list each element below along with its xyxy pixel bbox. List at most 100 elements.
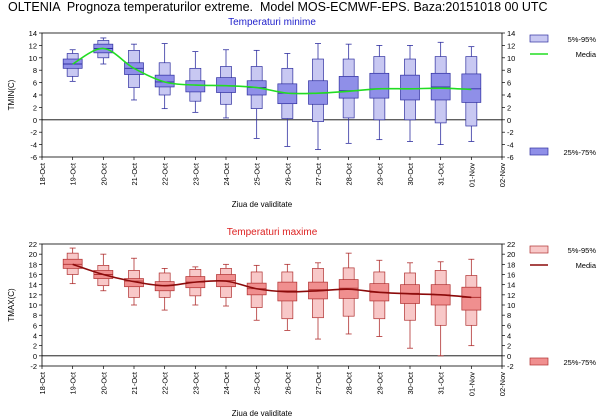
legend-swatch-5-95 <box>529 34 549 43</box>
box-22-Oct <box>154 43 175 110</box>
x-tick-label: 29-Oct <box>375 371 384 394</box>
x-axis-label: Ziua de validitate <box>232 200 293 209</box>
y-tick-label-left: 14 <box>29 281 37 290</box>
legend-swatch-25-75 <box>529 147 549 156</box>
legend-label-5-95: 5%-95% <box>568 35 597 44</box>
legend-label-25-75: 25%-75% <box>563 358 596 367</box>
y-tick-label-right: 10 <box>507 54 515 63</box>
box-30-Oct <box>400 45 420 142</box>
box-28-Oct <box>338 252 359 335</box>
x-tick-label: 01-Nov <box>467 372 476 396</box>
x-tick-label: 29-Oct <box>375 162 384 185</box>
y-tick-label-left: -4 <box>30 141 37 150</box>
y-tick-label-left: 12 <box>29 41 37 50</box>
main-title: OLTENIA Prognoza temperaturilor extreme.… <box>8 0 548 14</box>
y-tick-label-right: 20 <box>507 250 515 259</box>
x-tick-label: 24-Oct <box>222 371 231 394</box>
y-tick-label-right: -4 <box>507 141 514 150</box>
legend-swatch-5-95 <box>529 245 549 254</box>
box-24-Oct <box>216 263 236 307</box>
y-tick-label-right: 18 <box>507 260 515 269</box>
x-tick-label: 19-Oct <box>69 371 78 394</box>
y-tick-label-left: 0 <box>33 352 37 361</box>
x-tick-label: 30-Oct <box>406 371 415 394</box>
chart-title: Temperaturi maxime <box>227 227 318 238</box>
box-29-Oct <box>369 45 390 141</box>
y-tick-label-right: 22 <box>507 240 515 249</box>
x-tick-label: 27-Oct <box>314 371 323 394</box>
y-tick-label-right: 6 <box>507 79 511 88</box>
x-tick-label: 21-Oct <box>130 371 139 394</box>
x-axis-label: Ziua de validitate <box>232 409 293 418</box>
box-inner-25-75 <box>62 258 83 269</box>
y-tick-label-right: 6 <box>507 321 511 330</box>
y-tick-label-right: -2 <box>507 128 514 137</box>
x-tick-label: 28-Oct <box>345 371 354 394</box>
box-inner-25-75 <box>154 74 175 88</box>
x-tick-label: 25-Oct <box>253 162 262 185</box>
x-tick-label: 27-Oct <box>314 162 323 185</box>
y-tick-label-left: -2 <box>30 362 37 371</box>
y-tick-label-left: 20 <box>29 250 37 259</box>
x-tick-label: 20-Oct <box>99 162 108 185</box>
x-tick-label: 22-Oct <box>161 162 170 185</box>
box-26-Oct <box>277 53 298 147</box>
box-01-Nov <box>461 46 482 142</box>
y-tick-label-left: 8 <box>33 311 37 320</box>
y-tick-label-left: 0 <box>33 116 37 125</box>
y-tick-label-left: -2 <box>30 128 37 137</box>
x-tick-label: 18-Oct <box>38 162 47 185</box>
box-inner-25-75 <box>461 286 482 311</box>
chart-title: Temperaturi minime <box>228 17 316 28</box>
x-tick-label: 21-Oct <box>130 162 139 185</box>
box-27-Oct <box>308 262 328 340</box>
y-tick-label-right: -6 <box>507 153 514 162</box>
y-tick-label-right: 0 <box>507 116 511 125</box>
x-tick-label: 01-Nov <box>467 163 476 187</box>
y-tick-label-left: 4 <box>33 91 37 100</box>
y-tick-label-right: -2 <box>507 362 514 371</box>
x-tick-label: 28-Oct <box>345 162 354 185</box>
box-28-Oct <box>338 43 359 144</box>
y-tick-label-right: 14 <box>507 281 515 290</box>
box-25-Oct <box>246 264 267 321</box>
box-23-Oct <box>185 51 206 113</box>
legend-label-mean: Media <box>576 261 597 270</box>
box-inner-25-75 <box>369 72 390 99</box>
box-26-Oct <box>277 263 298 331</box>
x-tick-label: 22-Oct <box>161 371 170 394</box>
y-tick-label-right: 2 <box>507 103 511 112</box>
x-tick-label: 02-Nov <box>498 163 507 187</box>
box-22-Oct <box>154 267 175 311</box>
y-tick-label-right: 12 <box>507 291 515 300</box>
y-tick-label-left: 6 <box>33 79 37 88</box>
x-tick-label: 20-Oct <box>99 371 108 394</box>
mean-line <box>72 47 472 95</box>
y-tick-label-left: 10 <box>29 54 37 63</box>
y-axis-label: TMIN(C) <box>7 79 16 110</box>
x-tick-label: 23-Oct <box>191 162 200 185</box>
box-01-Nov <box>461 258 482 347</box>
legend-label-25-75: 25%-75% <box>563 148 596 157</box>
box-30-Oct <box>400 262 420 349</box>
box-inner-25-75 <box>185 80 206 93</box>
box-24-Oct <box>216 49 236 119</box>
box-inner-25-75 <box>461 73 482 103</box>
y-tick-label-left: 2 <box>33 342 37 351</box>
y-tick-label-left: 18 <box>29 260 37 269</box>
y-tick-label-right: 0 <box>507 352 511 361</box>
legend-label-mean: Media <box>576 50 597 59</box>
y-tick-label-left: -6 <box>30 153 37 162</box>
y-tick-label-left: 14 <box>29 29 37 38</box>
x-tick-label: 30-Oct <box>406 162 415 185</box>
x-tick-label: 25-Oct <box>253 371 262 394</box>
x-tick-label: 18-Oct <box>38 371 47 394</box>
box-inner-25-75 <box>400 74 420 101</box>
y-tick-label-right: 16 <box>507 271 515 280</box>
y-tick-label-left: 2 <box>33 103 37 112</box>
x-tick-label: 23-Oct <box>191 371 200 394</box>
y-tick-label-right: 10 <box>507 301 515 310</box>
box-19-Oct <box>62 49 83 82</box>
